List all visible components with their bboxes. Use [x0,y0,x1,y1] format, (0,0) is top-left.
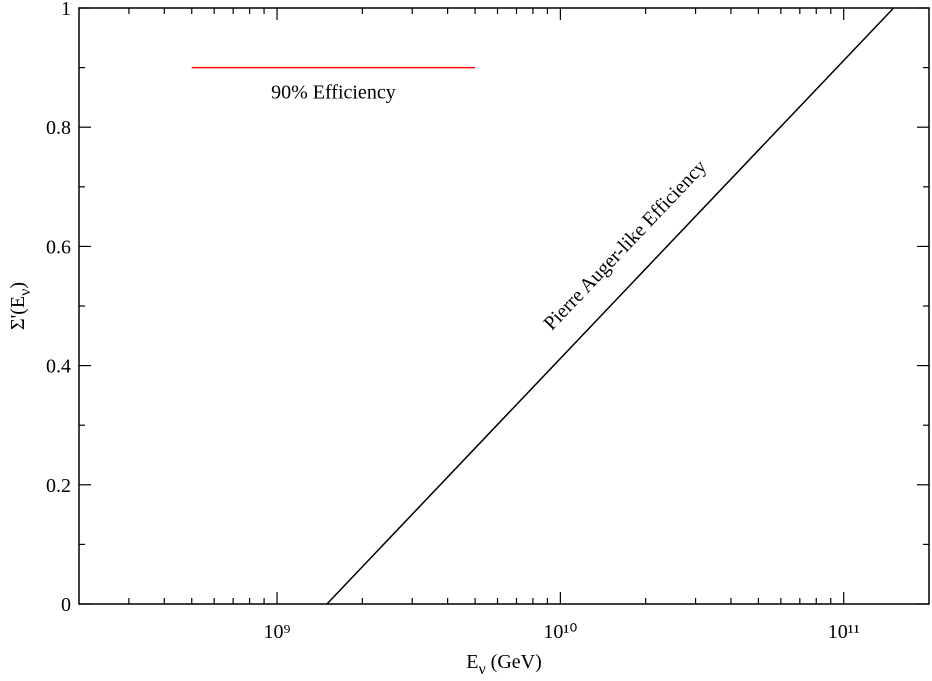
x-tick-label: 10¹¹ [828,621,860,643]
series-line [326,7,895,605]
y-tick-label: 0.8 [46,117,71,139]
x-axis-label: Eν (GeV) [466,651,542,678]
x-tick-label: 10¹⁰ [543,621,577,643]
y-tick-label: 0.2 [46,475,71,497]
y-tick-label: 1 [61,0,71,20]
y-label-rest: ) [7,282,29,289]
y-axis-label: Σ'(Eν) [7,282,34,330]
series-label: 90% Efficiency [271,82,396,104]
plot-frame [78,7,930,605]
series-label: Pierre Auger-like Efficiency [539,156,711,335]
y-tick-label: 0.6 [46,236,71,258]
y-label-sub: ν [17,289,34,296]
x-label-main: E [466,651,478,673]
x-tick-label: 10⁹ [264,621,291,643]
y-tick-label: 0.4 [46,356,71,378]
x-label-sub: ν [478,661,485,678]
y-tick-label: 0 [61,594,71,616]
x-label-rest: (GeV) [486,651,542,673]
y-label-main: Σ'(E [7,296,29,330]
